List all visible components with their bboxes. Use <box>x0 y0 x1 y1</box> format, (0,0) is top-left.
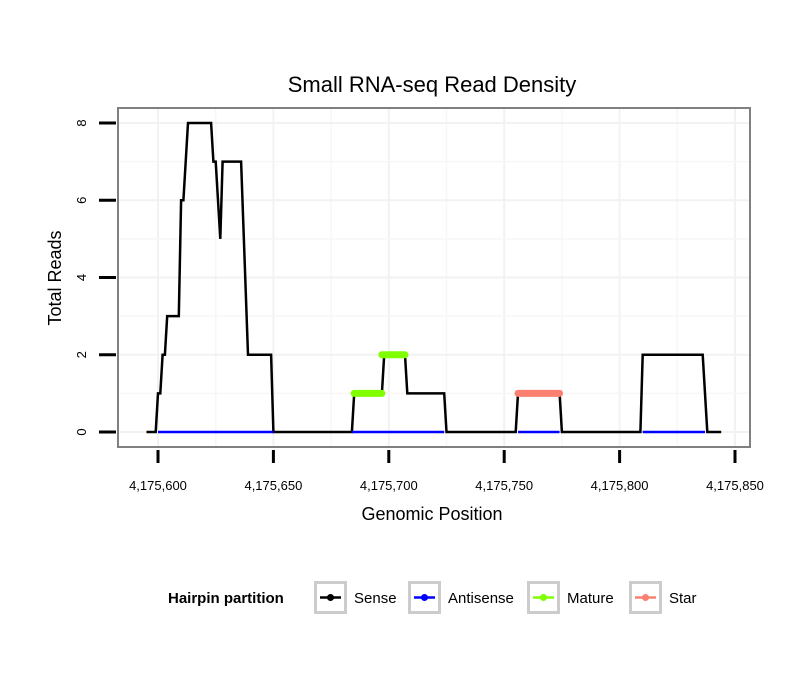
series-layer <box>146 121 722 434</box>
x-tick-label: 4,175,700 <box>360 478 418 493</box>
x-tick-label: 4,175,850 <box>706 478 764 493</box>
y-tick-label: 4 <box>74 274 89 281</box>
legend-item-sense: Sense <box>314 581 397 614</box>
legend-key-point <box>540 594 547 601</box>
legend-item-mature: Mature <box>527 581 614 614</box>
grid-lines <box>119 109 749 446</box>
legend-key-point <box>421 594 428 601</box>
x-tick-label: 4,175,600 <box>129 478 187 493</box>
x-tick-label: 4,175,650 <box>244 478 302 493</box>
legend-item-antisense: Antisense <box>408 581 514 614</box>
legend-label: Mature <box>567 590 614 607</box>
y-axis: 0 2 4 6 8 <box>74 119 116 436</box>
legend-key-point <box>327 594 334 601</box>
y-tick-label: 0 <box>74 428 89 435</box>
legend-title: Hairpin partition <box>168 590 284 607</box>
y-tick-label: 6 <box>74 197 89 204</box>
chart-title: Small RNA-seq Read Density <box>288 72 577 97</box>
x-tick-label: 4,175,750 <box>475 478 533 493</box>
legend-label: Sense <box>354 590 397 607</box>
legend: Hairpin partition Sense Antisense Mature St… <box>168 581 697 614</box>
legend-label: Antisense <box>448 590 514 607</box>
legend-item-star: Star <box>629 581 697 614</box>
x-axis: 4,175,600 4,175,650 4,175,700 4,175,750 4,17… <box>129 450 764 493</box>
x-axis-title: Genomic Position <box>361 504 502 524</box>
y-tick-label: 2 <box>74 351 89 358</box>
legend-label: Star <box>669 590 697 607</box>
y-axis-title: Total Reads <box>45 230 65 325</box>
y-tick-label: 8 <box>74 119 89 126</box>
legend-key-point <box>642 594 649 601</box>
x-tick-label: 4,175,800 <box>591 478 649 493</box>
